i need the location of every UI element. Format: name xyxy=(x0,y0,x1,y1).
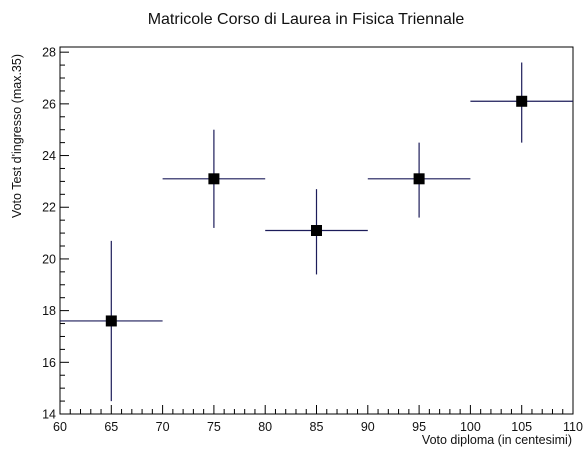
x-tick-label: 90 xyxy=(361,420,375,434)
x-tick-label: 70 xyxy=(156,420,170,434)
y-tick-label: 18 xyxy=(42,304,56,318)
x-tick-label: 75 xyxy=(207,420,221,434)
y-tick-label: 28 xyxy=(42,46,56,60)
y-axis-title: Voto Test d'ingresso (max.35) xyxy=(10,54,24,218)
x-tick-label: 60 xyxy=(53,420,67,434)
x-tick-label: 105 xyxy=(511,420,532,434)
x-tick-label: 110 xyxy=(563,420,583,434)
axes: 60 65 70 75 80 85 90 95 100 105 110 14 16 18 20 22 24 26 2… xyxy=(42,46,583,434)
x-axis-title: Voto diploma (in centesimi) xyxy=(422,433,572,447)
square-marker xyxy=(105,315,117,327)
square-marker xyxy=(413,173,425,185)
y-tick-label: 16 xyxy=(42,356,56,370)
x-tick-label: 100 xyxy=(460,420,481,434)
data-marks xyxy=(60,62,573,402)
data-point xyxy=(60,240,163,402)
square-marker xyxy=(208,173,220,185)
y-tick-label: 20 xyxy=(42,252,56,266)
y-tick-label: 24 xyxy=(42,149,56,163)
y-tick-label: 14 xyxy=(42,408,56,422)
data-point xyxy=(265,189,368,275)
y-tick-label: 26 xyxy=(42,97,56,111)
x-tick-label: 85 xyxy=(310,420,324,434)
x-tick-label: 80 xyxy=(258,420,272,434)
square-marker xyxy=(516,95,528,107)
data-point xyxy=(470,62,573,143)
square-marker xyxy=(311,225,322,236)
y-tick-label: 22 xyxy=(42,201,56,215)
chart-title: Matricole Corso di Laurea in Fisica Trie… xyxy=(148,11,465,28)
x-tick-label: 65 xyxy=(104,420,118,434)
x-tick-label: 95 xyxy=(412,420,426,434)
data-point xyxy=(367,142,471,218)
data-point xyxy=(162,129,266,228)
